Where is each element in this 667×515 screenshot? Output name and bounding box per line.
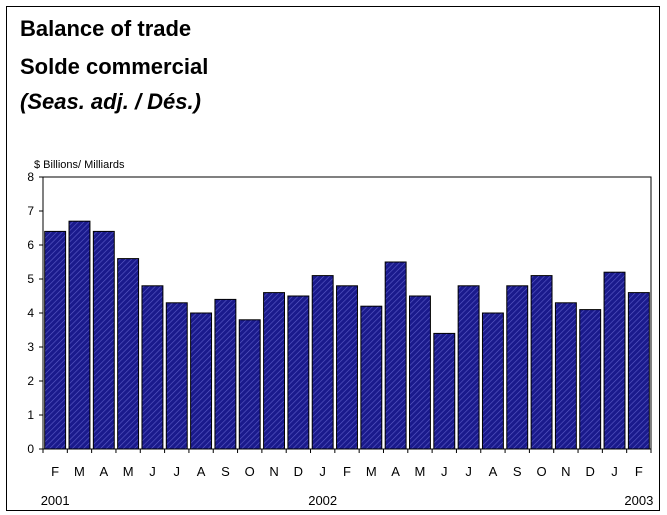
x-tick-label: M: [74, 464, 85, 479]
y-tick-label: 3: [27, 340, 34, 354]
bar: [311, 275, 334, 450]
x-tick-label: D: [294, 464, 303, 479]
chart-title-french: Solde commercial: [20, 54, 209, 79]
x-tick-label: S: [221, 464, 230, 479]
x-tick-label: J: [174, 464, 181, 479]
y-tick-label: 4: [27, 306, 34, 320]
bar: [165, 302, 188, 450]
x-tick-label: D: [586, 464, 595, 479]
x-tick-label: M: [415, 464, 426, 479]
year-label: 2002: [308, 493, 337, 508]
x-tick-label: M: [123, 464, 134, 479]
x-tick-label: A: [391, 464, 400, 479]
bar: [627, 292, 650, 450]
y-tick-label: 0: [27, 442, 34, 456]
x-tick-label: O: [536, 464, 546, 479]
x-tick-label: J: [441, 464, 448, 479]
y-tick-label: 7: [27, 204, 34, 218]
bar: [238, 319, 261, 450]
bar: [141, 285, 164, 450]
y-axis-label: $ Billions/ Milliards: [34, 159, 125, 171]
y-tick-label: 8: [27, 170, 34, 184]
bar: [117, 258, 140, 450]
y-tick-label: 6: [27, 238, 34, 252]
bar: [579, 309, 602, 450]
bar: [506, 285, 529, 450]
x-tick-label: J: [465, 464, 472, 479]
bar: [360, 305, 383, 450]
bar: [263, 292, 285, 450]
bar: [384, 261, 407, 450]
x-tick-label: O: [245, 464, 255, 479]
bar: [44, 230, 67, 450]
x-tick-label: M: [366, 464, 377, 479]
bar: [336, 285, 358, 450]
x-tick-label: A: [489, 464, 498, 479]
bar: [287, 295, 310, 450]
bar: [214, 298, 237, 450]
x-tick-label: J: [319, 464, 326, 479]
x-tick-label: A: [197, 464, 206, 479]
bar: [457, 285, 480, 450]
x-tick-label: F: [343, 464, 351, 479]
bar: [530, 275, 553, 450]
bar: [92, 230, 115, 450]
x-tick-label: F: [635, 464, 643, 479]
year-label: 2001: [41, 493, 70, 508]
bar: [409, 295, 431, 450]
x-tick-label: F: [51, 464, 59, 479]
y-tick-label: 5: [27, 272, 34, 286]
bar: [481, 312, 504, 450]
bar: [190, 312, 213, 450]
x-tick-label: N: [561, 464, 570, 479]
bar: [68, 220, 91, 450]
x-tick-label: S: [513, 464, 522, 479]
chart-title: Balance of trade: [20, 16, 192, 41]
bar: [554, 302, 577, 450]
x-tick-label: J: [611, 464, 618, 479]
bar: [433, 332, 456, 450]
x-tick-label: N: [269, 464, 278, 479]
year-label: 2003: [624, 493, 653, 508]
y-tick-label: 2: [27, 374, 34, 388]
x-tick-label: A: [99, 464, 108, 479]
y-tick-label: 1: [27, 408, 34, 422]
chart-subtitle: (Seas. adj. / Dés.): [20, 89, 201, 114]
bar: [603, 271, 626, 450]
x-tick-label: J: [149, 464, 156, 479]
